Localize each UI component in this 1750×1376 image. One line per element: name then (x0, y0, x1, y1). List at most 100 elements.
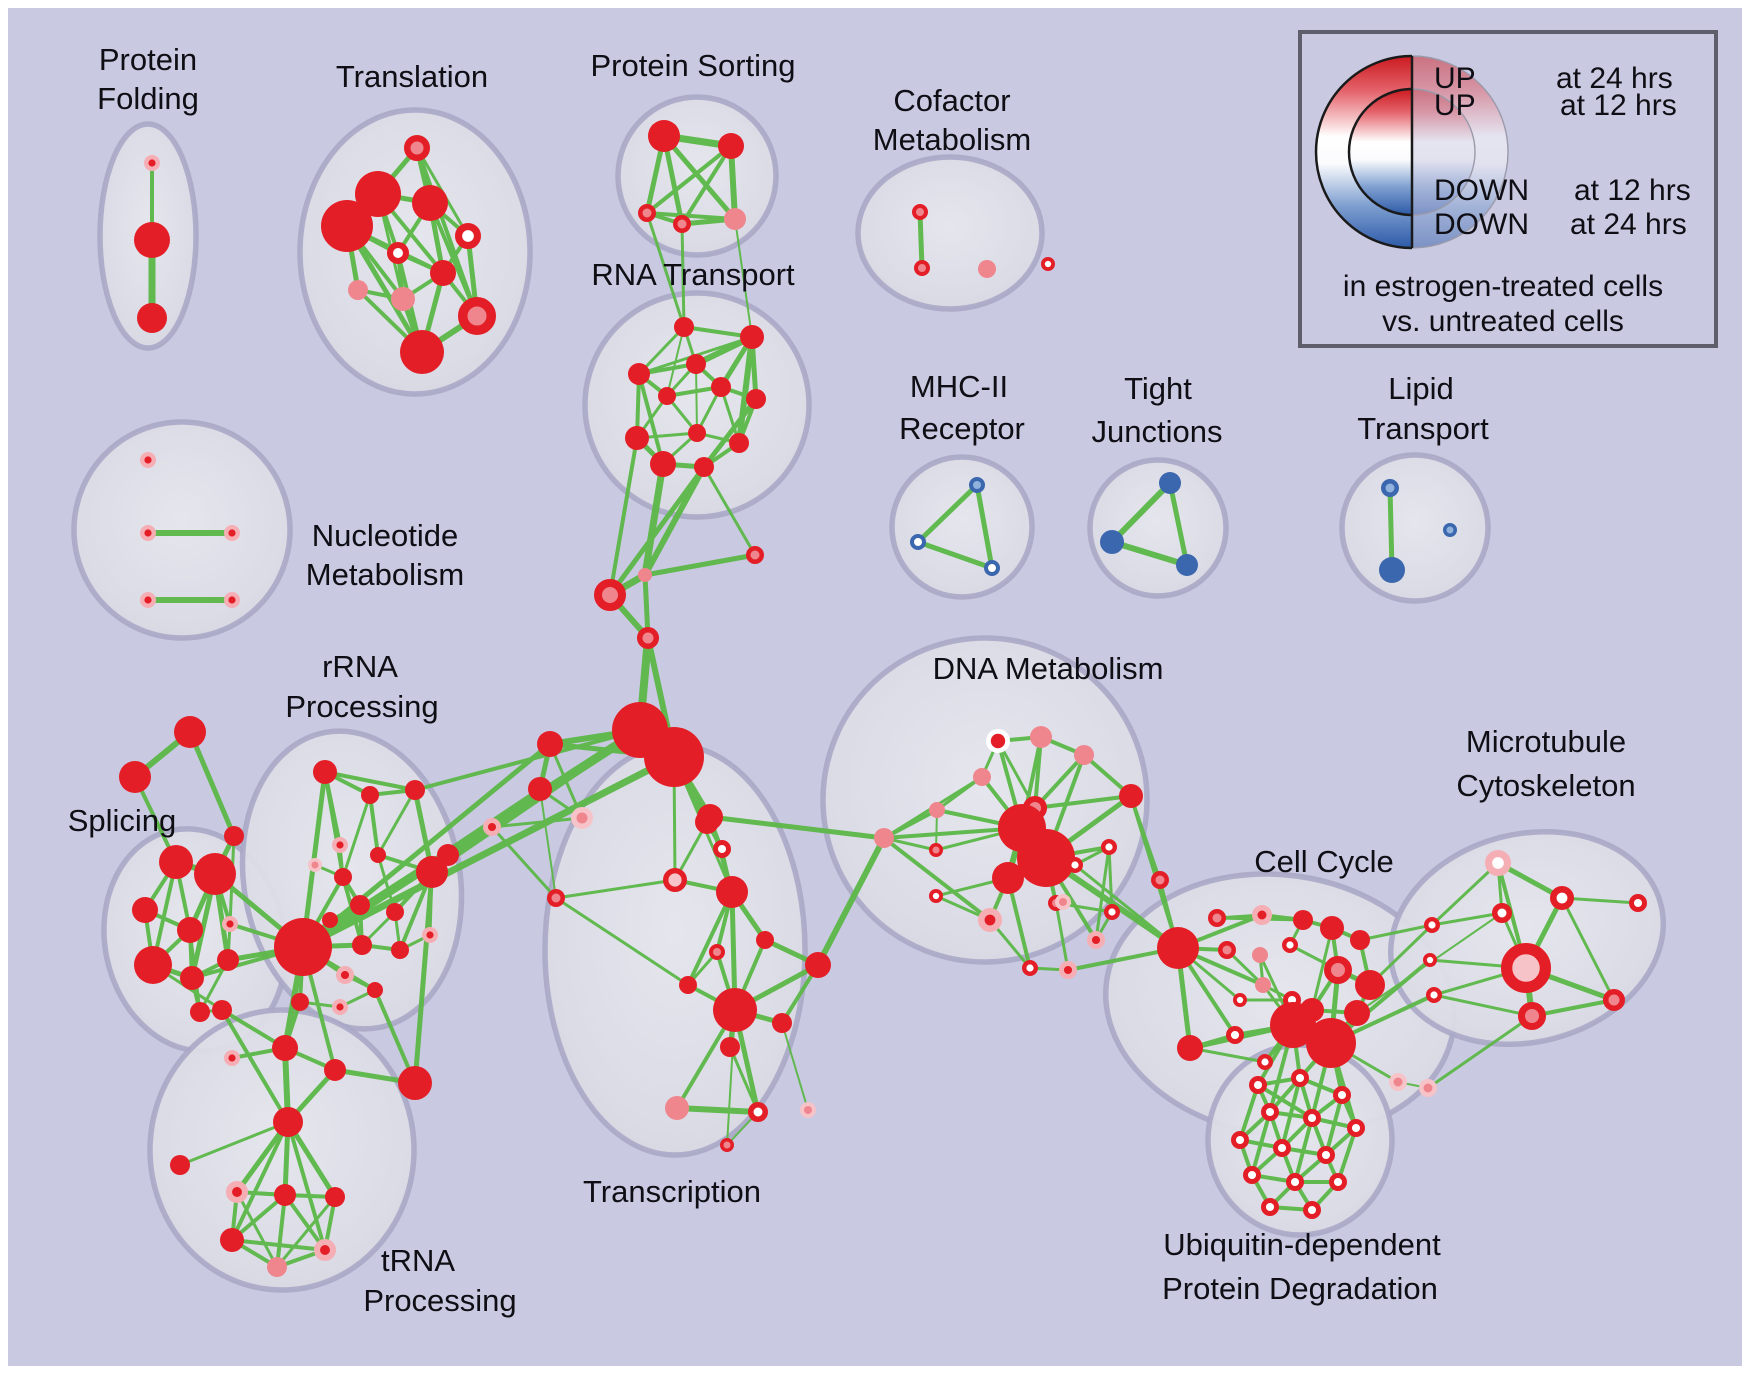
node-tx3 (663, 868, 688, 893)
node-mh1 (969, 477, 985, 493)
node-pf1 (143, 154, 160, 171)
node-cc13 (1344, 1000, 1370, 1026)
edge-ps2-ps4 (680, 144, 733, 226)
edge-ps5-rt2 (734, 218, 753, 338)
label-rrna-processing-line1: Processing (285, 689, 438, 724)
cluster-labels: Protein Folding Translation Protein Sorting… (68, 42, 1636, 1318)
node-q2 (223, 1049, 240, 1066)
node-d19 (1058, 960, 1077, 979)
edge-r3-r7 (376, 788, 417, 857)
legend-row-1-time: at 12 hrs (1560, 89, 1677, 122)
node-ps4 (673, 215, 691, 233)
cluster-cofactor-metabolism (855, 154, 1045, 312)
edge-mt2-mt8 (1560, 896, 1616, 1002)
edge-u1-u5 (1256, 1083, 1314, 1120)
node-rt8 (688, 424, 706, 442)
edge-r2-r7 (368, 793, 380, 857)
label-rrna-processing-line0: rRNA (322, 649, 398, 684)
label-nucleotide-metabolism-line0: Nucleotide (312, 518, 458, 553)
node-d5 (929, 802, 945, 818)
label-ubiquitin-degradation-line0: Ubiquitin-dependent (1163, 1227, 1441, 1262)
edge-r8-hub1 (429, 727, 643, 875)
node-tx9 (679, 976, 697, 994)
node-rt12 (694, 457, 714, 477)
edge-d12-d20 (1094, 845, 1111, 942)
node-tx12 (720, 1037, 740, 1057)
node-tx16 (720, 1138, 734, 1152)
node-r15 (336, 965, 355, 984)
node-d12 (1100, 839, 1117, 856)
node-nm4 (139, 592, 156, 609)
edge-l3-br1 (490, 816, 584, 829)
node-h1 (594, 579, 626, 611)
node-s2 (119, 761, 151, 793)
node-t10 (458, 297, 496, 335)
legend-outer-right-arc (1411, 55, 1509, 249)
edge-d16-d19 (1054, 901, 1070, 972)
node-q11 (313, 1239, 336, 1262)
node-mh3 (984, 560, 1000, 576)
label-rna-transport-line0: RNA Transport (591, 257, 795, 292)
label-transcription-line0: Transcription (583, 1174, 761, 1209)
node-u1 (1248, 1075, 1267, 1094)
node-u3 (1332, 1085, 1351, 1104)
edge-tx13-tx14 (674, 1105, 761, 1115)
edge-r1-r3 (323, 770, 417, 792)
label-dna-metabolism-line0: DNA Metabolism (933, 651, 1164, 686)
edge-bw1-mt3 (1430, 911, 1504, 927)
edge-lp1-lp2 (1387, 485, 1395, 573)
node-d10 (992, 862, 1024, 894)
edge-l2-tx5 (539, 788, 557, 899)
edge-mh1-mh2 (915, 482, 980, 545)
edge-d4-d5 (935, 775, 984, 812)
node-l2 (528, 777, 552, 801)
node-s9 (134, 946, 172, 984)
edge-tj2-tj3 (1109, 539, 1190, 568)
node-r8 (416, 856, 448, 888)
node-d21 (1157, 927, 1199, 969)
node-r10 (386, 903, 404, 921)
edge-bw3-mt7 (1432, 993, 1534, 1018)
node-lp1 (1381, 479, 1399, 497)
node-pf2 (134, 222, 170, 258)
edge-q8-q12 (275, 1193, 287, 1269)
node-h4 (637, 627, 659, 649)
node-cc7 (1324, 956, 1352, 984)
edge-ps4-rt1 (680, 222, 686, 329)
node-l1 (537, 731, 563, 757)
node-d24 (1151, 871, 1169, 889)
edge-tx5-tx9 (554, 896, 690, 987)
node-u8 (1272, 1138, 1291, 1157)
node-t2 (355, 171, 401, 217)
edge-ps1-ps5 (661, 133, 738, 222)
edge-r3-hub1 (413, 728, 642, 792)
node-r16 (367, 982, 383, 998)
node-pf3 (137, 303, 167, 333)
edge-rt2-rt10 (736, 334, 755, 446)
node-cc14 (1225, 1025, 1244, 1044)
node-t8 (348, 280, 368, 300)
edge-mh2-mh3 (915, 539, 995, 571)
edge-q5-r8 (412, 869, 435, 1086)
node-nm1 (139, 452, 156, 469)
edge-q10-q11 (230, 1238, 327, 1252)
node-tx4 (716, 876, 748, 908)
nodes (119, 120, 1647, 1277)
edge-qhub-q10 (230, 1120, 290, 1242)
node-d3 (1074, 745, 1094, 765)
node-r18 (291, 993, 309, 1011)
node-q4 (324, 1059, 346, 1081)
node-rt9 (625, 426, 649, 450)
node-t11 (400, 330, 444, 374)
node-rt10 (729, 433, 749, 453)
node-cc10 (1233, 992, 1248, 1007)
node-t1 (404, 135, 430, 161)
edge-r7-r10 (376, 853, 397, 914)
edge-s1-s3 (187, 729, 237, 839)
node-tj3 (1176, 554, 1198, 576)
edge-rt3-rt8 (695, 363, 698, 434)
edge-hub2-rhub (299, 753, 678, 951)
node-rt4 (628, 363, 650, 385)
node-tx2 (712, 839, 731, 858)
edge-d3-d6 (1033, 753, 1086, 810)
